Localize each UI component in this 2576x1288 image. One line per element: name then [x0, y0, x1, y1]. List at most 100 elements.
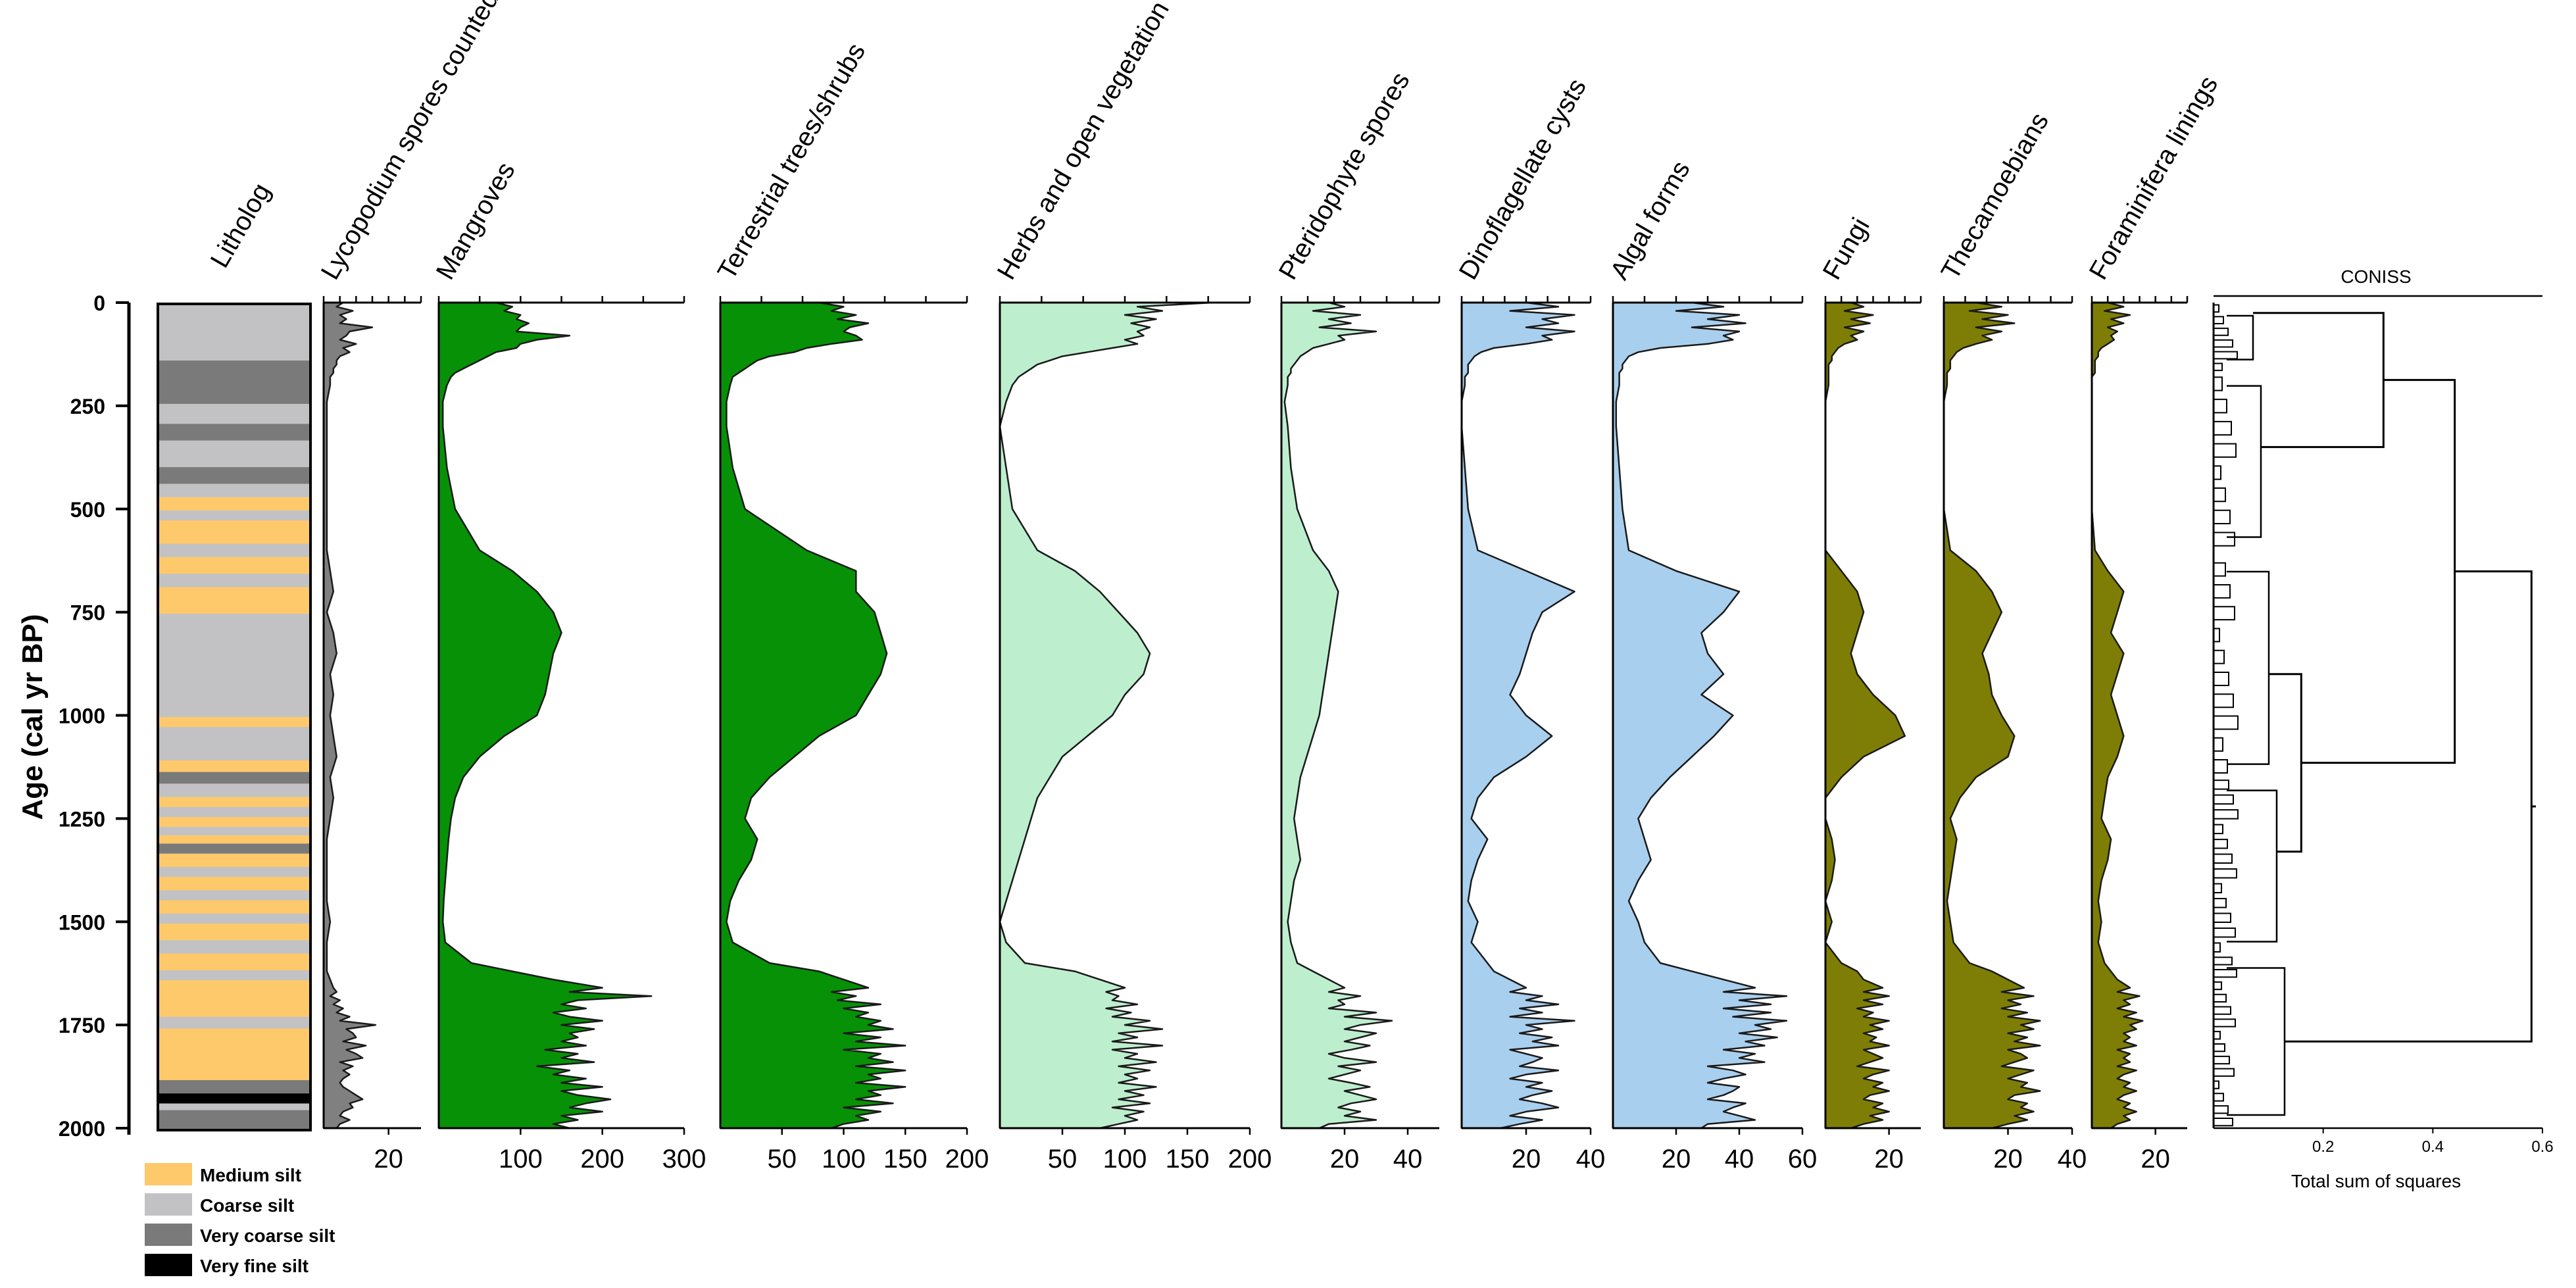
litholog-frame: [157, 303, 312, 1131]
coniss-leaf: [2214, 1055, 2230, 1065]
litholog-layer: [158, 557, 310, 574]
coniss-tick-label: 0.6: [2531, 1138, 2553, 1156]
age-axis-label: Age (cal yr BP): [16, 614, 49, 820]
coniss-zone-bracket: [2227, 789, 2278, 943]
legend-label: Medium silt: [200, 1165, 301, 1185]
legend-swatch: [145, 1193, 192, 1216]
coniss-leaf: [2214, 883, 2222, 894]
litholog-layer: [158, 900, 310, 914]
litholog-layer: [158, 587, 310, 614]
coniss-leaf: [2214, 853, 2233, 864]
panel-tick-label: 40: [1393, 1145, 1423, 1174]
legend-swatch: [145, 1254, 192, 1276]
coniss-leaf: [2214, 1031, 2221, 1040]
coniss-zone-bracket: [2227, 967, 2286, 1116]
litholog-layer: [158, 424, 310, 441]
litholog-layer: [158, 574, 310, 587]
taxon-area: [999, 301, 1214, 1129]
coniss-leaf: [2214, 465, 2221, 480]
panel-tick-label: 20: [1993, 1145, 2023, 1174]
taxon-area: [1943, 301, 2041, 1129]
taxon-panel: 20 Fungi: [1818, 213, 1922, 1174]
legend-swatch: [145, 1224, 192, 1246]
taxon-panel: 50 100 150 200 Terrestrial trees/shrubs: [712, 38, 989, 1174]
litholog-layer: [158, 1110, 310, 1131]
panel-tick-label: 200: [580, 1145, 624, 1174]
coniss-group: CONISS 0.2 0.4 0.6 Total sum of squares: [2212, 266, 2554, 1191]
coniss-leaf: [2214, 316, 2224, 325]
legend-label: Coarse silt: [200, 1195, 294, 1216]
coniss-leaf: [2214, 809, 2239, 820]
litholog-layer: [158, 877, 310, 891]
litholog-layer: [158, 467, 310, 484]
panel-tick-label: 100: [499, 1145, 543, 1174]
taxon-panel: 20 40 Thecamoebians: [1936, 108, 2087, 1174]
litholog-layer: [158, 483, 310, 498]
coniss-leaf: [2214, 1080, 2219, 1089]
litholog-layer: [158, 497, 310, 511]
coniss-leaf: [2214, 362, 2223, 372]
coniss-leaf: [2214, 839, 2228, 849]
litholog-layer: [158, 816, 310, 828]
coniss-leaf: [2214, 376, 2223, 391]
litholog-layer: [158, 913, 310, 924]
taxon-title: Foraminifera linings: [2084, 71, 2224, 284]
coniss-leaf: [2214, 759, 2228, 774]
coniss-leaf: [2214, 328, 2229, 336]
taxon-area: [1824, 301, 1906, 1129]
litholog-layer: [158, 717, 310, 728]
panel-tick-label: 300: [662, 1145, 706, 1174]
age-axis-group: Age (cal yr BP) 0 250 500 750 1000 1250 1500 175…: [16, 291, 131, 1141]
age-tick-label: 500: [70, 498, 105, 522]
taxon-area: [1612, 301, 1788, 1129]
litholog-layer: [158, 940, 310, 954]
coniss-axis-label: Total sum of squares: [2291, 1171, 2461, 1191]
coniss-leaf: [2214, 794, 2234, 805]
panel-tick-label: 100: [1103, 1145, 1147, 1174]
panel-tick-label: 20: [1662, 1145, 1691, 1174]
taxon-title: Pteridophyte spores: [1274, 67, 1416, 284]
coniss-leaf: [2214, 824, 2223, 835]
coniss-leaf: [2214, 868, 2237, 879]
panel-tick-label: 200: [1228, 1145, 1272, 1174]
litholog-layer: [158, 440, 310, 468]
coniss-leaf: [2214, 693, 2234, 708]
litholog-layer: [158, 806, 310, 818]
age-tick-label: 1500: [59, 910, 105, 934]
panel-tick-label: 20: [1330, 1145, 1360, 1174]
litholog-layer: [158, 890, 310, 901]
litholog-layer: [158, 403, 310, 424]
litholog-layer: [158, 614, 310, 718]
litholog-layer: [158, 866, 310, 878]
taxon-area: [1460, 301, 1575, 1129]
coniss-merge: [2301, 379, 2456, 764]
panel-tick-label: 150: [883, 1145, 928, 1174]
taxon-title: Mangroves: [431, 157, 521, 284]
coniss-leaf: [2214, 606, 2235, 621]
coniss-title: CONISS: [2341, 266, 2411, 287]
taxon-area: [322, 301, 377, 1129]
litholog-layer: [158, 1080, 310, 1094]
taxon-area: [1280, 301, 1393, 1129]
coniss-merge: [2269, 673, 2302, 853]
taxon-panel: 50 100 150 200 Herbs and open vegetation: [992, 0, 1272, 1174]
panel-tick-label: 20: [2141, 1145, 2170, 1174]
coniss-leaf: [2214, 304, 2219, 313]
panel-tick-label: 200: [945, 1145, 989, 1174]
coniss-leaf: [2214, 1043, 2225, 1053]
litholog-layer: [158, 1016, 310, 1029]
litholog-layer: [158, 843, 310, 855]
panel-tick-label: 20: [1874, 1145, 1904, 1174]
taxon-panel: 20 40 Dinoflagellate cysts: [1454, 74, 1606, 1174]
coniss-leaf: [2214, 1093, 2224, 1102]
coniss-leaf: [2214, 649, 2225, 664]
coniss-leaf: [2214, 628, 2220, 643]
age-tick-label: 1000: [59, 705, 105, 728]
coniss-leaf: [2214, 671, 2229, 686]
litholog-layer: [158, 953, 310, 971]
coniss-leaf: [2214, 339, 2233, 348]
age-tick-label: 2000: [59, 1117, 105, 1141]
litholog-layer: [158, 772, 310, 784]
coniss-leaf: [2214, 737, 2223, 752]
